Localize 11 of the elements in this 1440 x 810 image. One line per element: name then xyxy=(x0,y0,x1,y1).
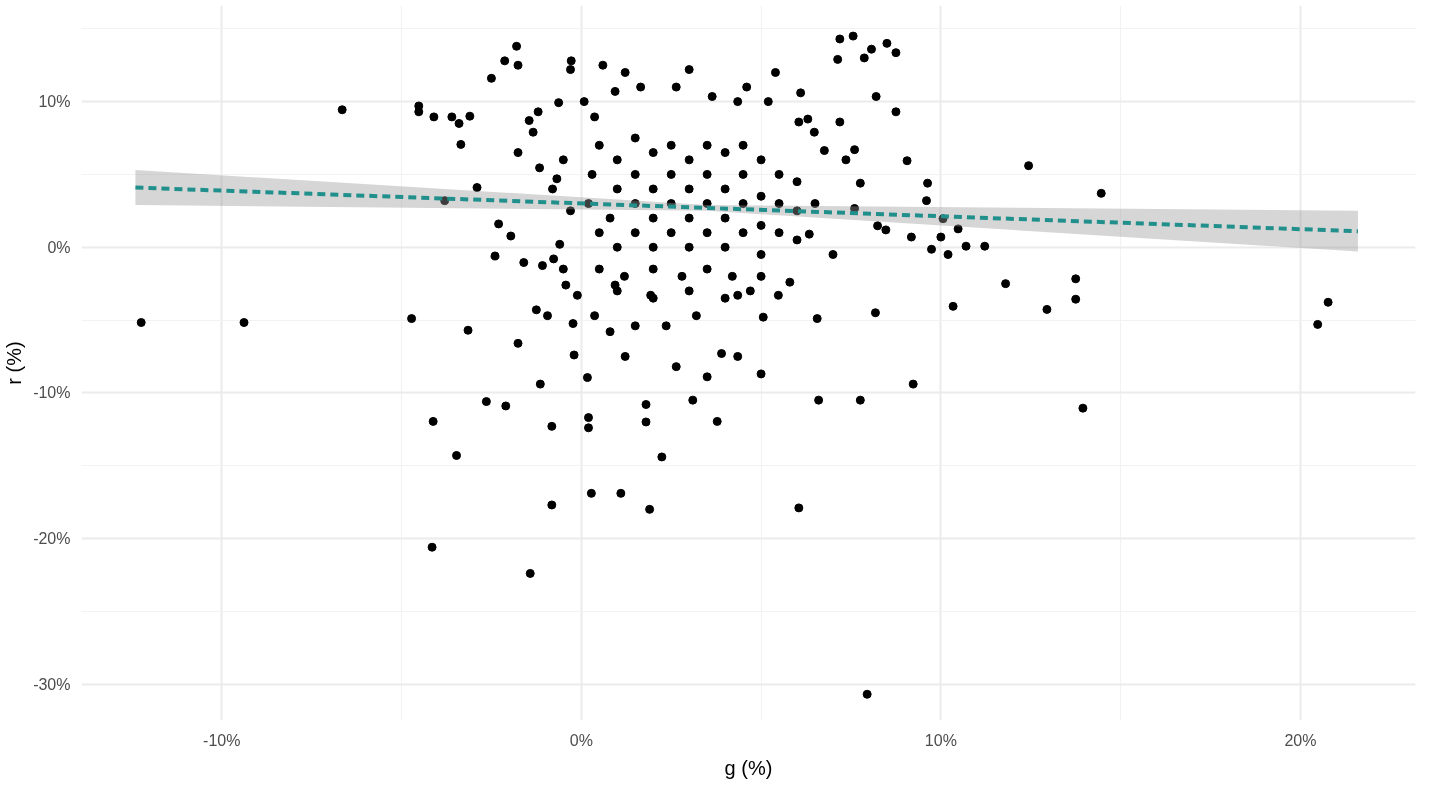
x-tick-label: 0% xyxy=(569,731,593,749)
y-tick-label: 10% xyxy=(38,93,71,111)
y-tick-label: -20% xyxy=(33,529,71,547)
y-tick-label: -10% xyxy=(33,384,71,402)
x-tick-label: 20% xyxy=(1284,731,1317,749)
y-tick-label: 0% xyxy=(47,238,71,256)
y-axis-title: r (%) xyxy=(3,341,26,385)
x-tick-label: 10% xyxy=(924,731,957,749)
x-tick-label: -10% xyxy=(203,731,241,749)
x-axis-title: g (%) xyxy=(724,756,773,779)
y-tick-label: -30% xyxy=(33,675,71,693)
